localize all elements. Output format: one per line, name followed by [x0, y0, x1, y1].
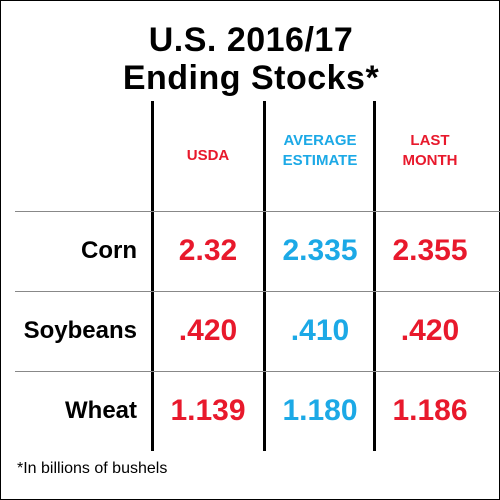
column-header-line: LAST: [410, 132, 450, 149]
column-header-line: MONTH: [402, 152, 458, 169]
row-label-wheat: Wheat: [65, 397, 137, 424]
cell-wheat-usda: 1.139: [170, 394, 246, 427]
column-divider: [151, 101, 154, 451]
column-header-line: USDA: [186, 147, 230, 164]
title-line-1: U.S. 2016/17: [148, 21, 354, 59]
cell-corn-average-estimate: 2.335: [282, 234, 358, 267]
cell-soybeans-average-estimate: .410: [290, 314, 350, 347]
column-header-usda: USDA: [153, 146, 263, 166]
row-divider: [15, 371, 500, 372]
row-label-corn: Corn: [81, 237, 137, 264]
row-label-soybeans: Soybeans: [23, 317, 137, 344]
chart-title: U.S. 2016/17 Ending Stocks*: [1, 21, 500, 97]
cell-corn-last-month: 2.355: [392, 234, 468, 267]
cell-soybeans-usda: .420: [178, 314, 238, 347]
cell-wheat-last-month: 1.186: [392, 394, 468, 427]
row-divider: [15, 291, 500, 292]
column-divider: [373, 101, 376, 451]
footnote: *In billions of bushels: [17, 460, 168, 477]
title-line-2: Ending Stocks*: [122, 59, 380, 97]
cell-corn-usda: 2.32: [178, 234, 238, 267]
column-header-line: ESTIMATE: [282, 152, 358, 169]
row-divider: [15, 211, 500, 212]
column-header-line: AVERAGE: [283, 132, 357, 149]
column-header-average-estimate: AVERAGE ESTIMATE: [265, 131, 375, 171]
cell-soybeans-last-month: .420: [400, 314, 460, 347]
column-header-last-month: LAST MONTH: [375, 131, 485, 171]
column-divider: [263, 101, 266, 451]
cell-wheat-average-estimate: 1.180: [282, 394, 358, 427]
